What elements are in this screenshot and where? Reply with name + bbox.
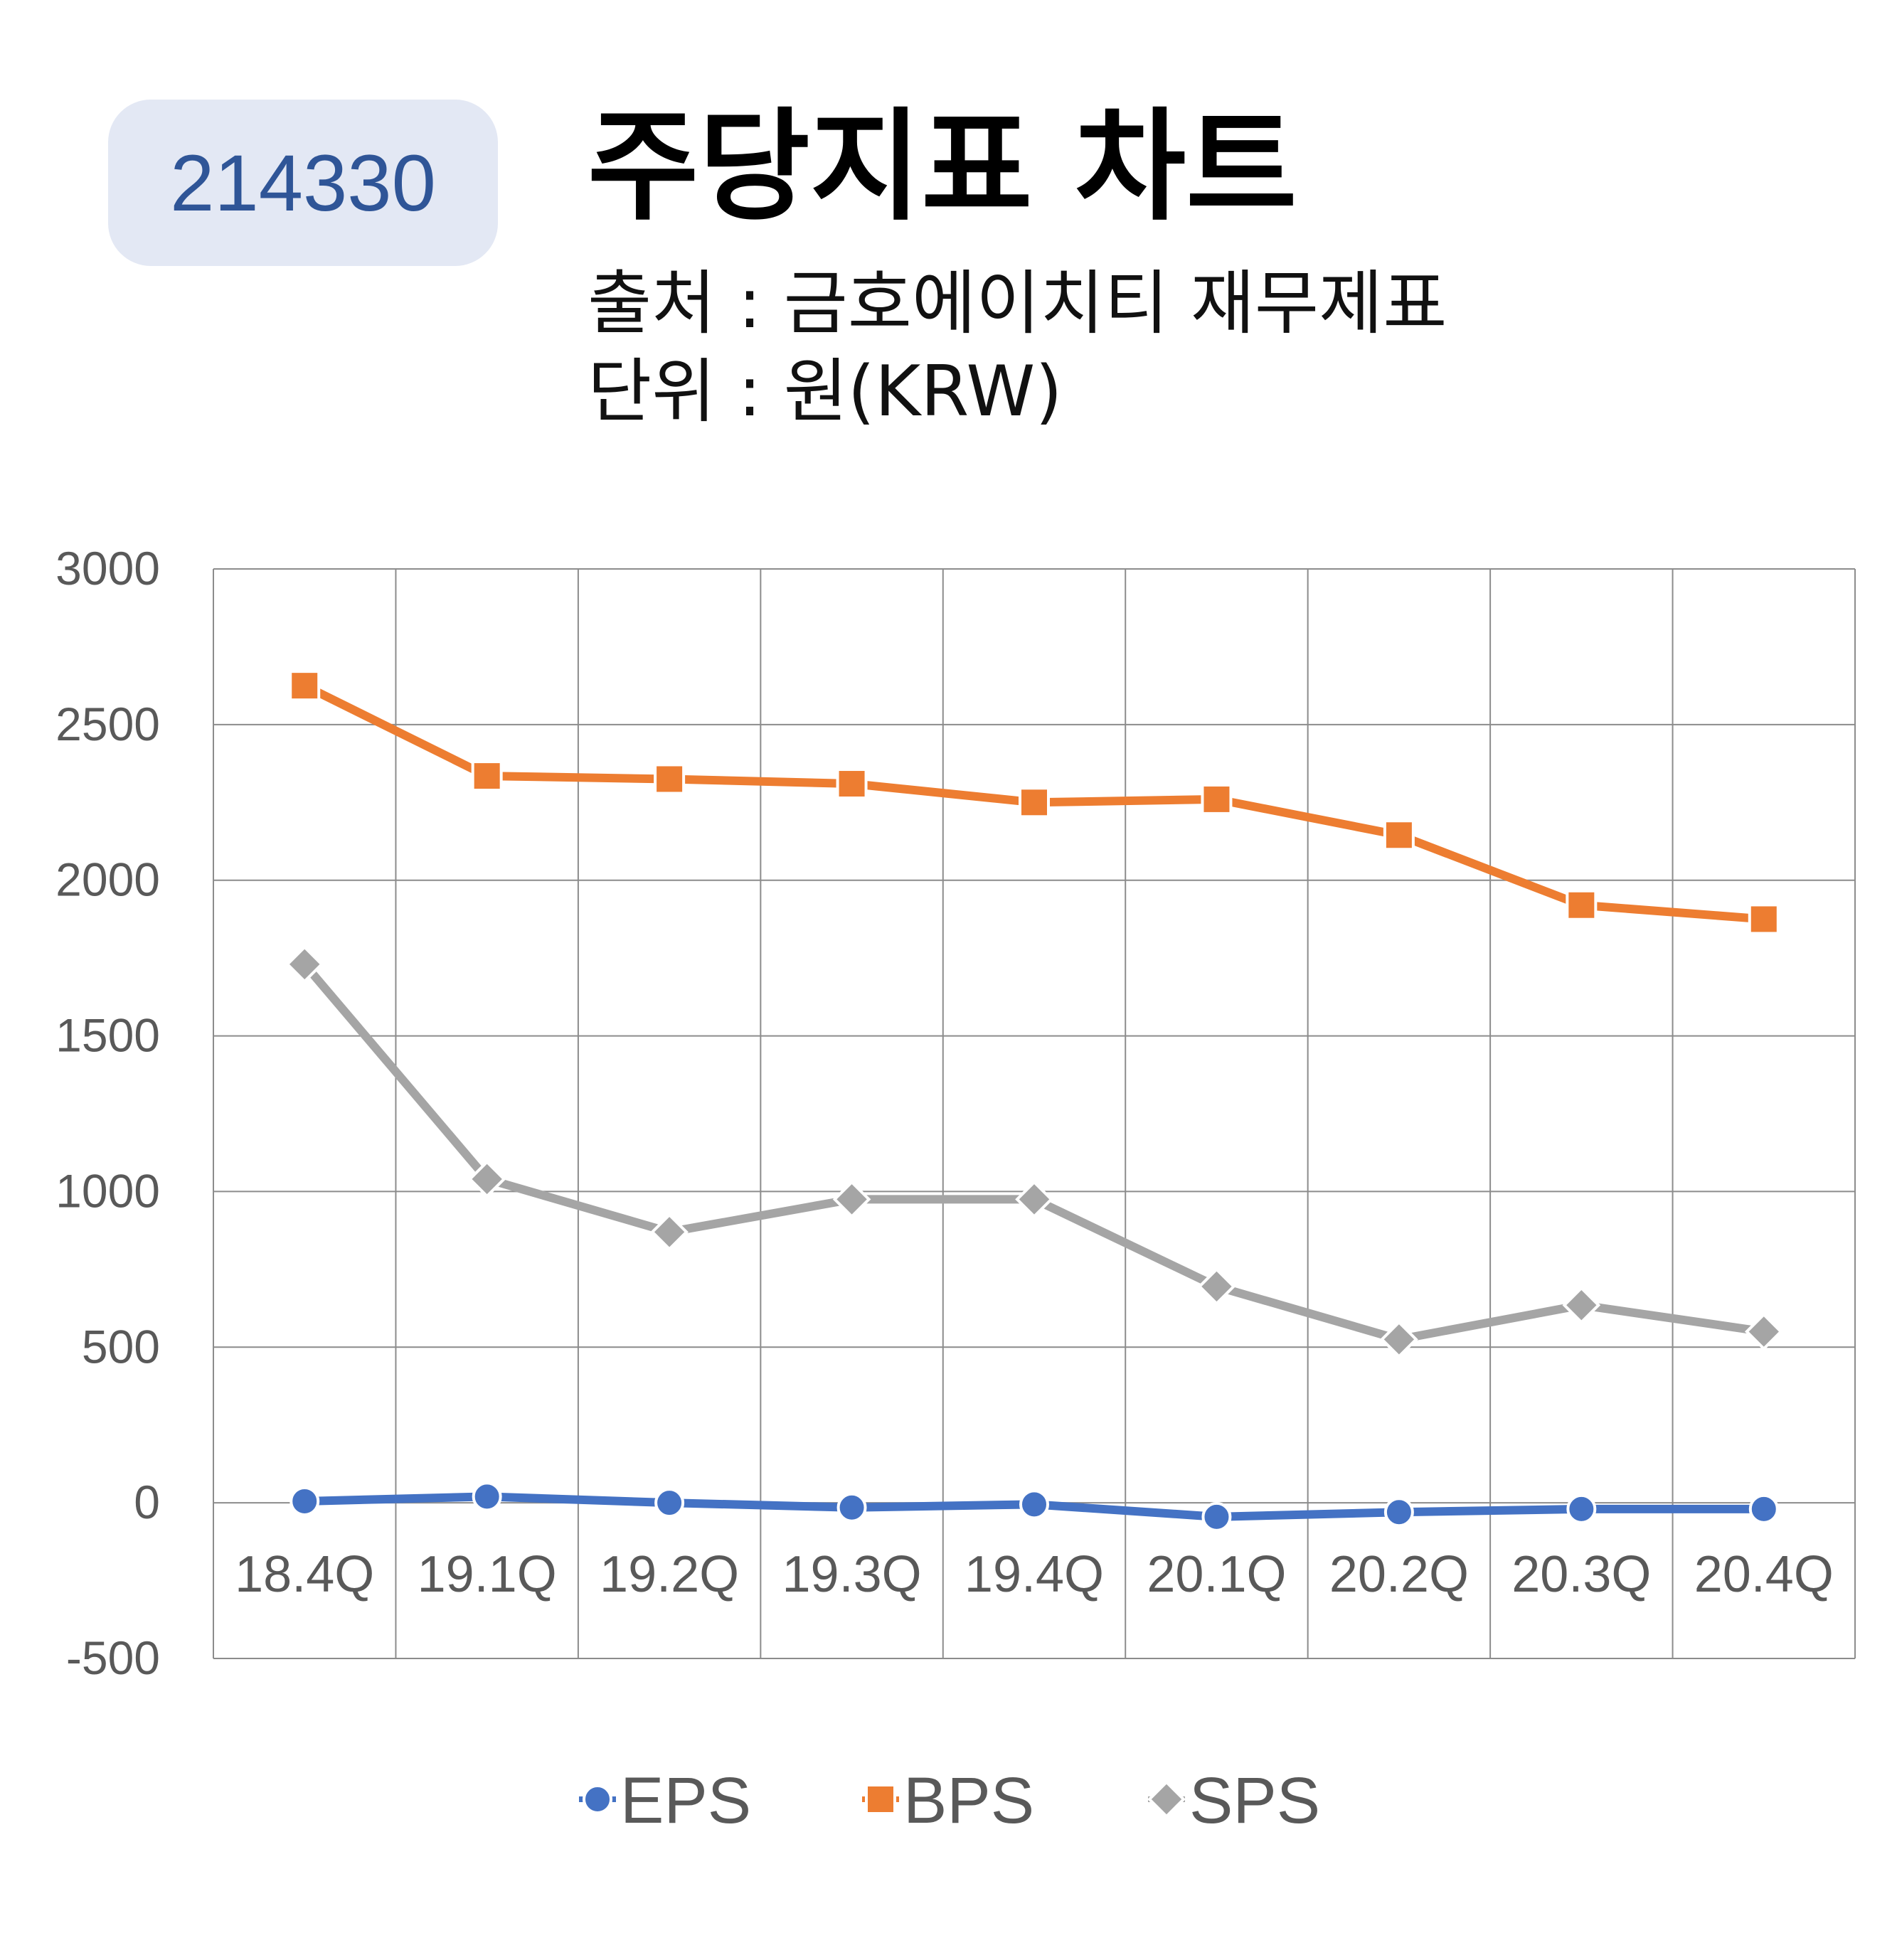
y-tick-label: 0 <box>134 1476 160 1528</box>
eps-point <box>1383 1497 1414 1528</box>
x-tick-label: 19.3Q <box>782 1546 921 1603</box>
y-tick-label: 2000 <box>55 853 160 906</box>
x-tick-label: 20.1Q <box>1147 1546 1286 1603</box>
bps-point <box>471 760 503 792</box>
eps-point <box>289 1486 320 1516</box>
bps-point <box>836 768 868 800</box>
y-tick-label: 2500 <box>55 698 160 750</box>
bps-point <box>654 763 686 795</box>
chart-legend: EPS BPS SPS <box>579 1764 1320 1837</box>
y-tick-label: 500 <box>82 1320 160 1373</box>
x-tick-label: 20.3Q <box>1511 1546 1651 1603</box>
bps-point <box>1748 903 1780 935</box>
sps-line <box>300 959 1768 1344</box>
legend-eps-label: EPS <box>620 1764 751 1837</box>
stock-code-badge: 214330 <box>108 100 498 266</box>
sps-point <box>1744 1312 1783 1351</box>
y-tick-label: 3000 <box>55 542 160 595</box>
source-text: 출처 : 금호에이치티 재무제표 <box>588 263 1447 344</box>
sps-point <box>1562 1286 1601 1325</box>
unit-text: 단위 : 원(KRW) <box>588 351 1063 432</box>
x-tick-label: 20.2Q <box>1329 1546 1469 1603</box>
sps-point <box>1380 1320 1418 1359</box>
series-markers <box>285 670 1783 1532</box>
sps-point <box>285 945 324 984</box>
eps-point <box>1201 1501 1232 1532</box>
x-axis-ticks: 18.4Q 19.1Q 19.2Q 19.3Q 19.4Q 20.1Q 20.2Q 20.3Q… <box>235 1546 1834 1603</box>
x-tick-label: 18.4Q <box>235 1546 374 1603</box>
bps-point <box>1201 783 1233 815</box>
x-tick-label: 19.2Q <box>600 1546 739 1603</box>
x-tick-label: 19.4Q <box>965 1546 1104 1603</box>
y-tick-label: -500 <box>66 1631 160 1684</box>
legend-sps-label: SPS <box>1189 1764 1320 1837</box>
chart-title: 주당지표 차트 <box>588 97 1297 238</box>
eps-point <box>836 1492 867 1523</box>
bps-point <box>1566 889 1598 921</box>
eps-point <box>1566 1493 1597 1524</box>
legend-sps-marker <box>1147 1780 1186 1818</box>
eps-point <box>472 1481 502 1512</box>
eps-point <box>1019 1489 1049 1520</box>
sps-point <box>832 1180 871 1219</box>
legend-eps-marker <box>583 1784 612 1814</box>
legend-bps-marker <box>865 1784 896 1815</box>
legend-bps-label: BPS <box>903 1764 1034 1837</box>
bps-point <box>1019 787 1050 819</box>
sps-point <box>1197 1267 1236 1306</box>
bps-point <box>1383 819 1415 851</box>
x-tick-label: 19.1Q <box>418 1546 557 1603</box>
y-tick-label: 1000 <box>55 1164 160 1217</box>
eps-point <box>1748 1493 1779 1524</box>
sps-point <box>467 1160 506 1198</box>
x-tick-label: 20.4Q <box>1694 1546 1834 1603</box>
y-tick-label: 1500 <box>55 1009 160 1062</box>
sps-point <box>1015 1180 1053 1219</box>
eps-point <box>654 1488 685 1518</box>
sps-point <box>650 1213 689 1252</box>
stock-code: 214330 <box>170 138 436 228</box>
y-axis-ticks: 3000 2500 2000 1500 1000 500 0 -500 <box>55 542 160 1684</box>
bps-point <box>289 670 321 702</box>
